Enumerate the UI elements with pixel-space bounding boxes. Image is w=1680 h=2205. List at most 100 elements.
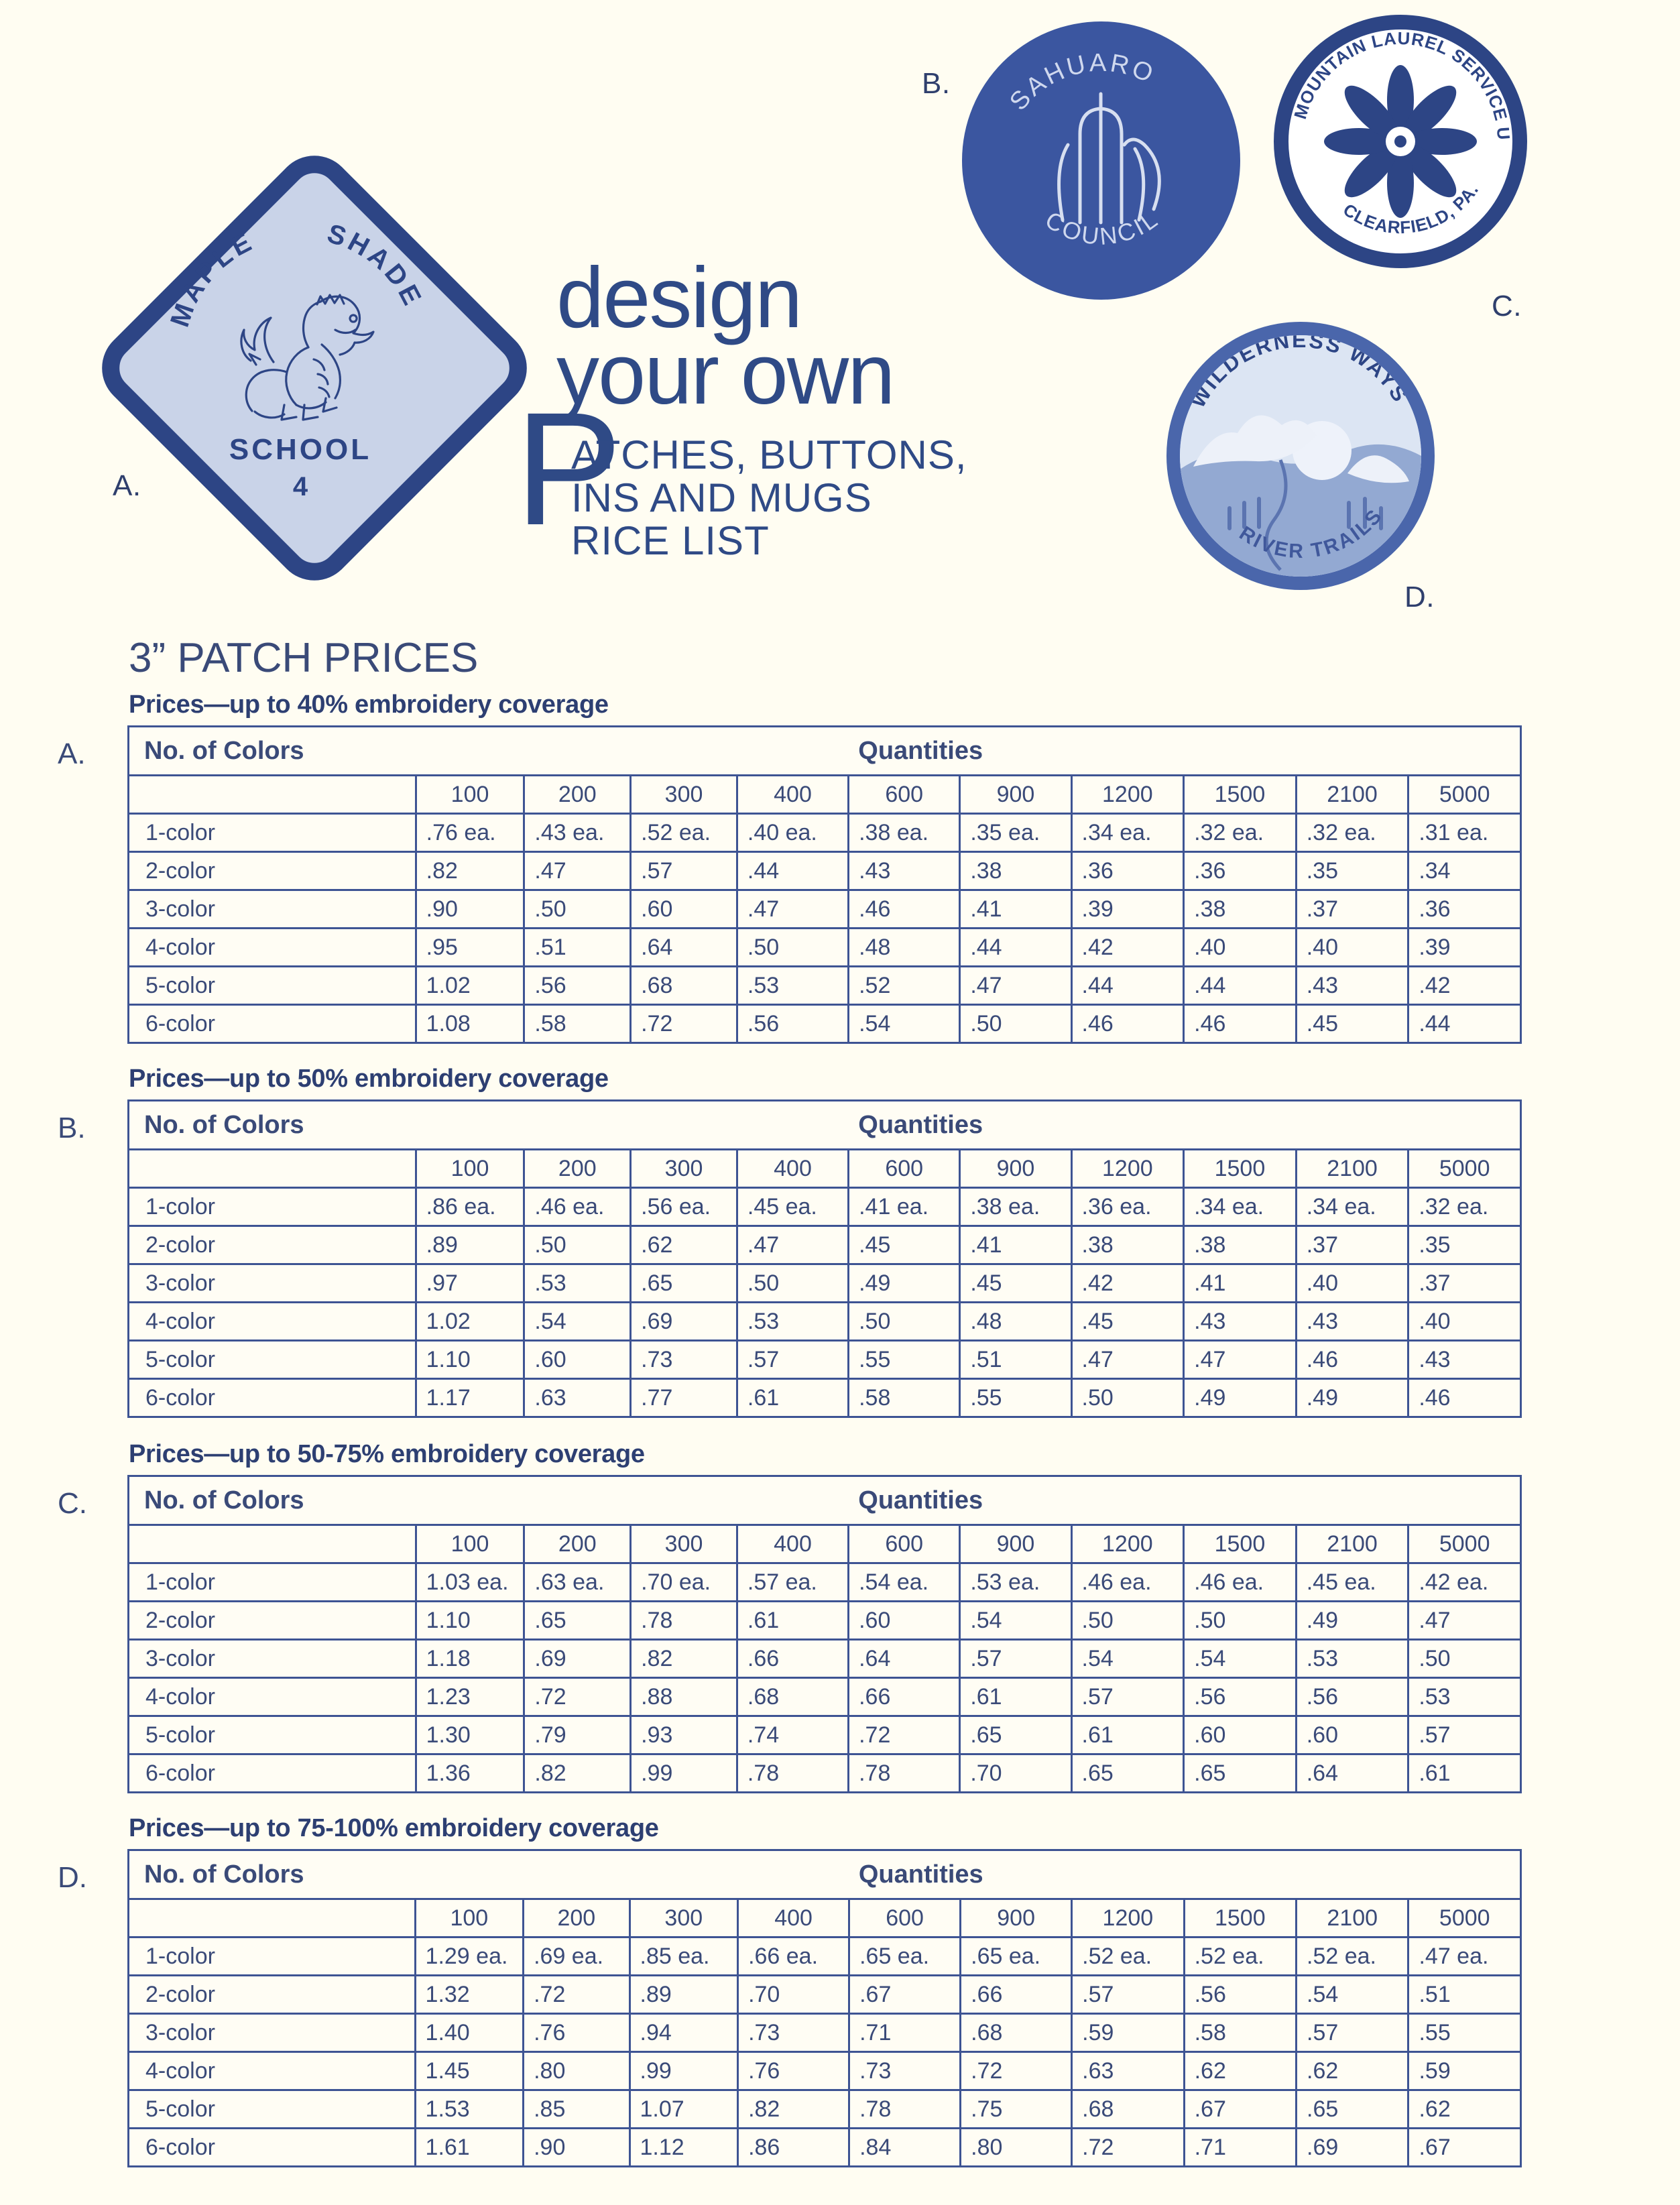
qty-col-6: 1200 [1070,1524,1185,1564]
cell: .43 [847,851,961,891]
cell: .39 [1070,889,1185,929]
table-c-title-row: No. of Colors Quantities [127,1475,1522,1525]
table-row: 3-color .97.53.65.50.49.45.42.41.40.37 [127,1263,1522,1303]
cell: .73 [848,2051,962,2091]
no-of-colors-label: No. of Colors [127,1099,737,1150]
cell: .50 [847,1301,961,1342]
table-a-corner-cell [127,774,417,815]
row-label: 3-color [127,2013,416,2053]
page-title: 3” PATCH PRICES [129,635,479,681]
cell: .36 [1070,851,1185,891]
table-a-colhead-row: 100 200 300 400 600 900 1200 1500 2100 5… [127,774,1522,815]
cell: .48 [959,1301,1073,1342]
cell: 1.23 [414,1677,526,1717]
cell: .38 [1183,1225,1297,1265]
cell: .65 [959,1715,1073,1755]
qty-col-2: 300 [628,1898,739,1938]
cell: .34 ea. [1070,813,1185,853]
table-row: 3-color 1.18.69.82.66.64.57.54.54.53.50 [127,1638,1522,1679]
cell: 1.12 [628,2127,739,2167]
cell: .61 [959,1677,1073,1717]
cell: .72 [522,1974,631,2015]
no-of-colors-label: No. of Colors [127,725,737,776]
cell: .47 [735,889,850,929]
table-row: 3-color .90.50.60.47.46.41.39.38.37.36 [127,889,1522,929]
title-line-2: your own [556,326,895,423]
patch-b-art: SAHUARO COUNCIL [1004,49,1162,250]
qty-col-2: 300 [629,1148,738,1189]
dropcap-p: P [515,379,623,558]
cell: .37 [1295,1225,1410,1265]
cell: .78 [735,1753,850,1793]
cell: .60 [1183,1715,1297,1755]
qty-col-3: 400 [735,1524,850,1564]
header-artwork: MAPLE SHADE [0,0,1680,623]
cell: .35 [1295,851,1410,891]
table-b-title-row: No. of Colors Quantities [127,1099,1522,1150]
table-b-corner-cell [127,1148,417,1189]
cell: .64 [629,927,738,967]
cell: .54 [847,1004,961,1044]
table-c-colhead-row: 100 200 300 400 600 900 1200 1500 2100 5… [127,1524,1522,1564]
cell: .40 [1295,927,1410,967]
cell: 1.10 [414,1339,526,1380]
cell: .53 [523,1263,632,1303]
qty-col-8: 2100 [1295,1524,1410,1564]
cell: .46 ea. [1070,1562,1185,1602]
cell: .57 [1295,2013,1410,2053]
cell: .46 [1295,1339,1410,1380]
cell: .86 [737,2127,851,2167]
cell: .68 [629,965,738,1006]
table-row: 6-color 1.17.63.77.61.58.55.50.49.49.46 [127,1378,1522,1418]
cell: .43 [1295,1301,1410,1342]
cell: .67 [848,1974,962,2015]
cell: .70 [959,1753,1073,1793]
cell: .62 [1407,2089,1522,2129]
row-label: 2-color [127,1225,417,1265]
cell: .56 [1183,1974,1298,2015]
qty-col-7: 1500 [1183,1524,1297,1564]
table-row: 5-color 1.53.85 1.07.82.78.75.68.67.65.62 [127,2089,1522,2129]
cell: .53 ea. [959,1562,1073,1602]
cell: .34 ea. [1183,1187,1297,1227]
cell: .69 [629,1301,738,1342]
row-label: 3-color [127,1263,417,1303]
cell: .46 ea. [523,1187,632,1227]
cell: .63 ea. [523,1562,632,1602]
cell: .76 [522,2013,631,2053]
cell: .38 ea. [847,813,961,853]
cell: .62 [1295,2051,1410,2091]
cell: .43 ea. [523,813,632,853]
qty-col-0: 100 [414,1148,526,1189]
table-row: 4-color .95.51.64.50.48.44.42.40.40.39 [127,927,1522,967]
cell: .95 [414,927,526,967]
cell: .44 [959,927,1073,967]
cell: .56 [523,965,632,1006]
qty-col-0: 100 [414,1524,526,1564]
patch-label-a: A. [113,469,141,502]
patch-c-art: MOUNTAIN LAUREL SERVICE UNIT CLEARFIELD,… [1282,13,1513,237]
cell: .42 ea. [1407,1562,1522,1602]
qty-col-1: 200 [523,1524,632,1564]
cell: .43 [1295,965,1410,1006]
cell: .38 [1070,1225,1185,1265]
cell: .34 [1407,851,1522,891]
cell: .46 [1183,1004,1297,1044]
qty-col-4: 600 [847,774,961,815]
table-a-title-row: No. of Colors Quantities [127,725,1522,776]
cell: .86 ea. [414,1187,526,1227]
qty-col-2: 300 [629,774,738,815]
cell: 1.53 [414,2089,525,2129]
cell: .56 ea. [629,1187,738,1227]
cell: 1.30 [414,1715,526,1755]
qty-col-4: 600 [848,1898,962,1938]
cell: .52 ea. [629,813,738,853]
cell: .77 [629,1378,738,1418]
section-letter-c: C. [58,1487,87,1520]
quantities-label: Quantities [737,725,1522,776]
subtitle-line-2: INS AND MUGS [571,475,872,521]
cell: .60 [629,889,738,929]
section-heading-d: Prices—up to 75-100% embroidery coverage [129,1814,659,1842]
cell: .61 [1070,1715,1185,1755]
cell: .55 [1407,2013,1522,2053]
